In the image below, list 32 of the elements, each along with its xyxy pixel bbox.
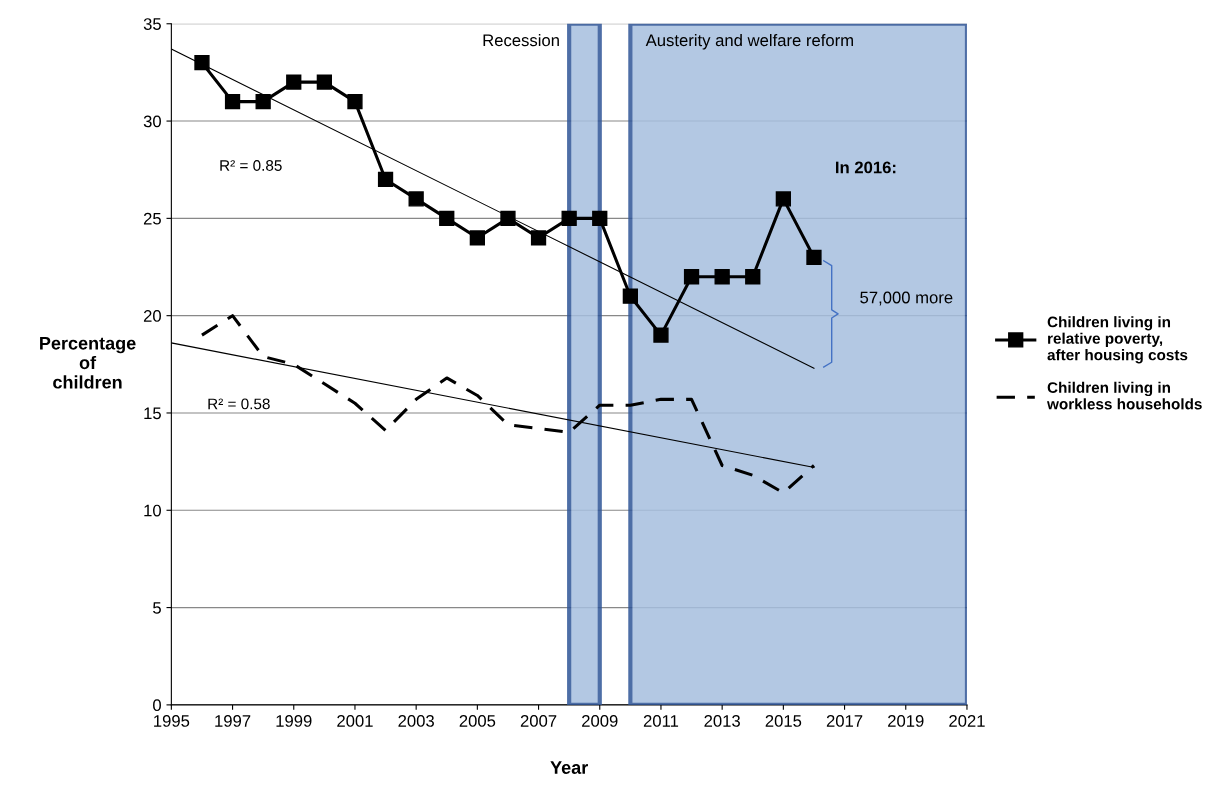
x-tick-label: 2011 [643,715,679,727]
x-tick-label: 2009 [582,715,618,727]
y-tick-label: 35 [143,18,161,30]
x-tick-label: 1997 [215,715,251,727]
y-tick-label: 15 [144,407,161,420]
legend-label: Children living in relative poverty, after housing costs [1047,316,1188,364]
y-tick-label: 30 [143,115,161,128]
x-tick-label: 2017 [826,715,863,727]
x-tick-label: 2015 [765,715,802,727]
y-tick-label: 20 [143,310,161,322]
annotation: R² = 0.85 [220,160,282,171]
y-tick-label: 5 [153,602,161,614]
x-axis-title: Year [550,761,588,774]
x-tick-label: 2013 [704,715,740,727]
band-label: Recession [483,33,559,47]
legend-label: Children living in workless households [1046,381,1202,410]
y-axis-title: Percentage of children [40,337,136,389]
x-tick-label: 1999 [276,715,312,727]
annotation: 57,000 more [860,291,953,306]
x-tick-label: 2005 [459,715,496,727]
annotation: In 2016: [836,161,896,174]
y-tick-label: 10 [144,504,161,517]
y-tick-label: 25 [143,212,161,225]
band-label: Austerity and welfare reform [645,33,853,50]
y-tick-label: 0 [153,699,161,712]
x-tick-label: 2021 [949,715,985,727]
x-tick-label: 1995 [154,715,190,727]
x-tick-label: 2001 [337,715,373,727]
x-tick-label: 2007 [520,715,557,727]
x-tick-label: 2019 [888,715,924,727]
annotation: R² = 0.58 [208,398,270,410]
x-tick-label: 2003 [398,715,434,727]
